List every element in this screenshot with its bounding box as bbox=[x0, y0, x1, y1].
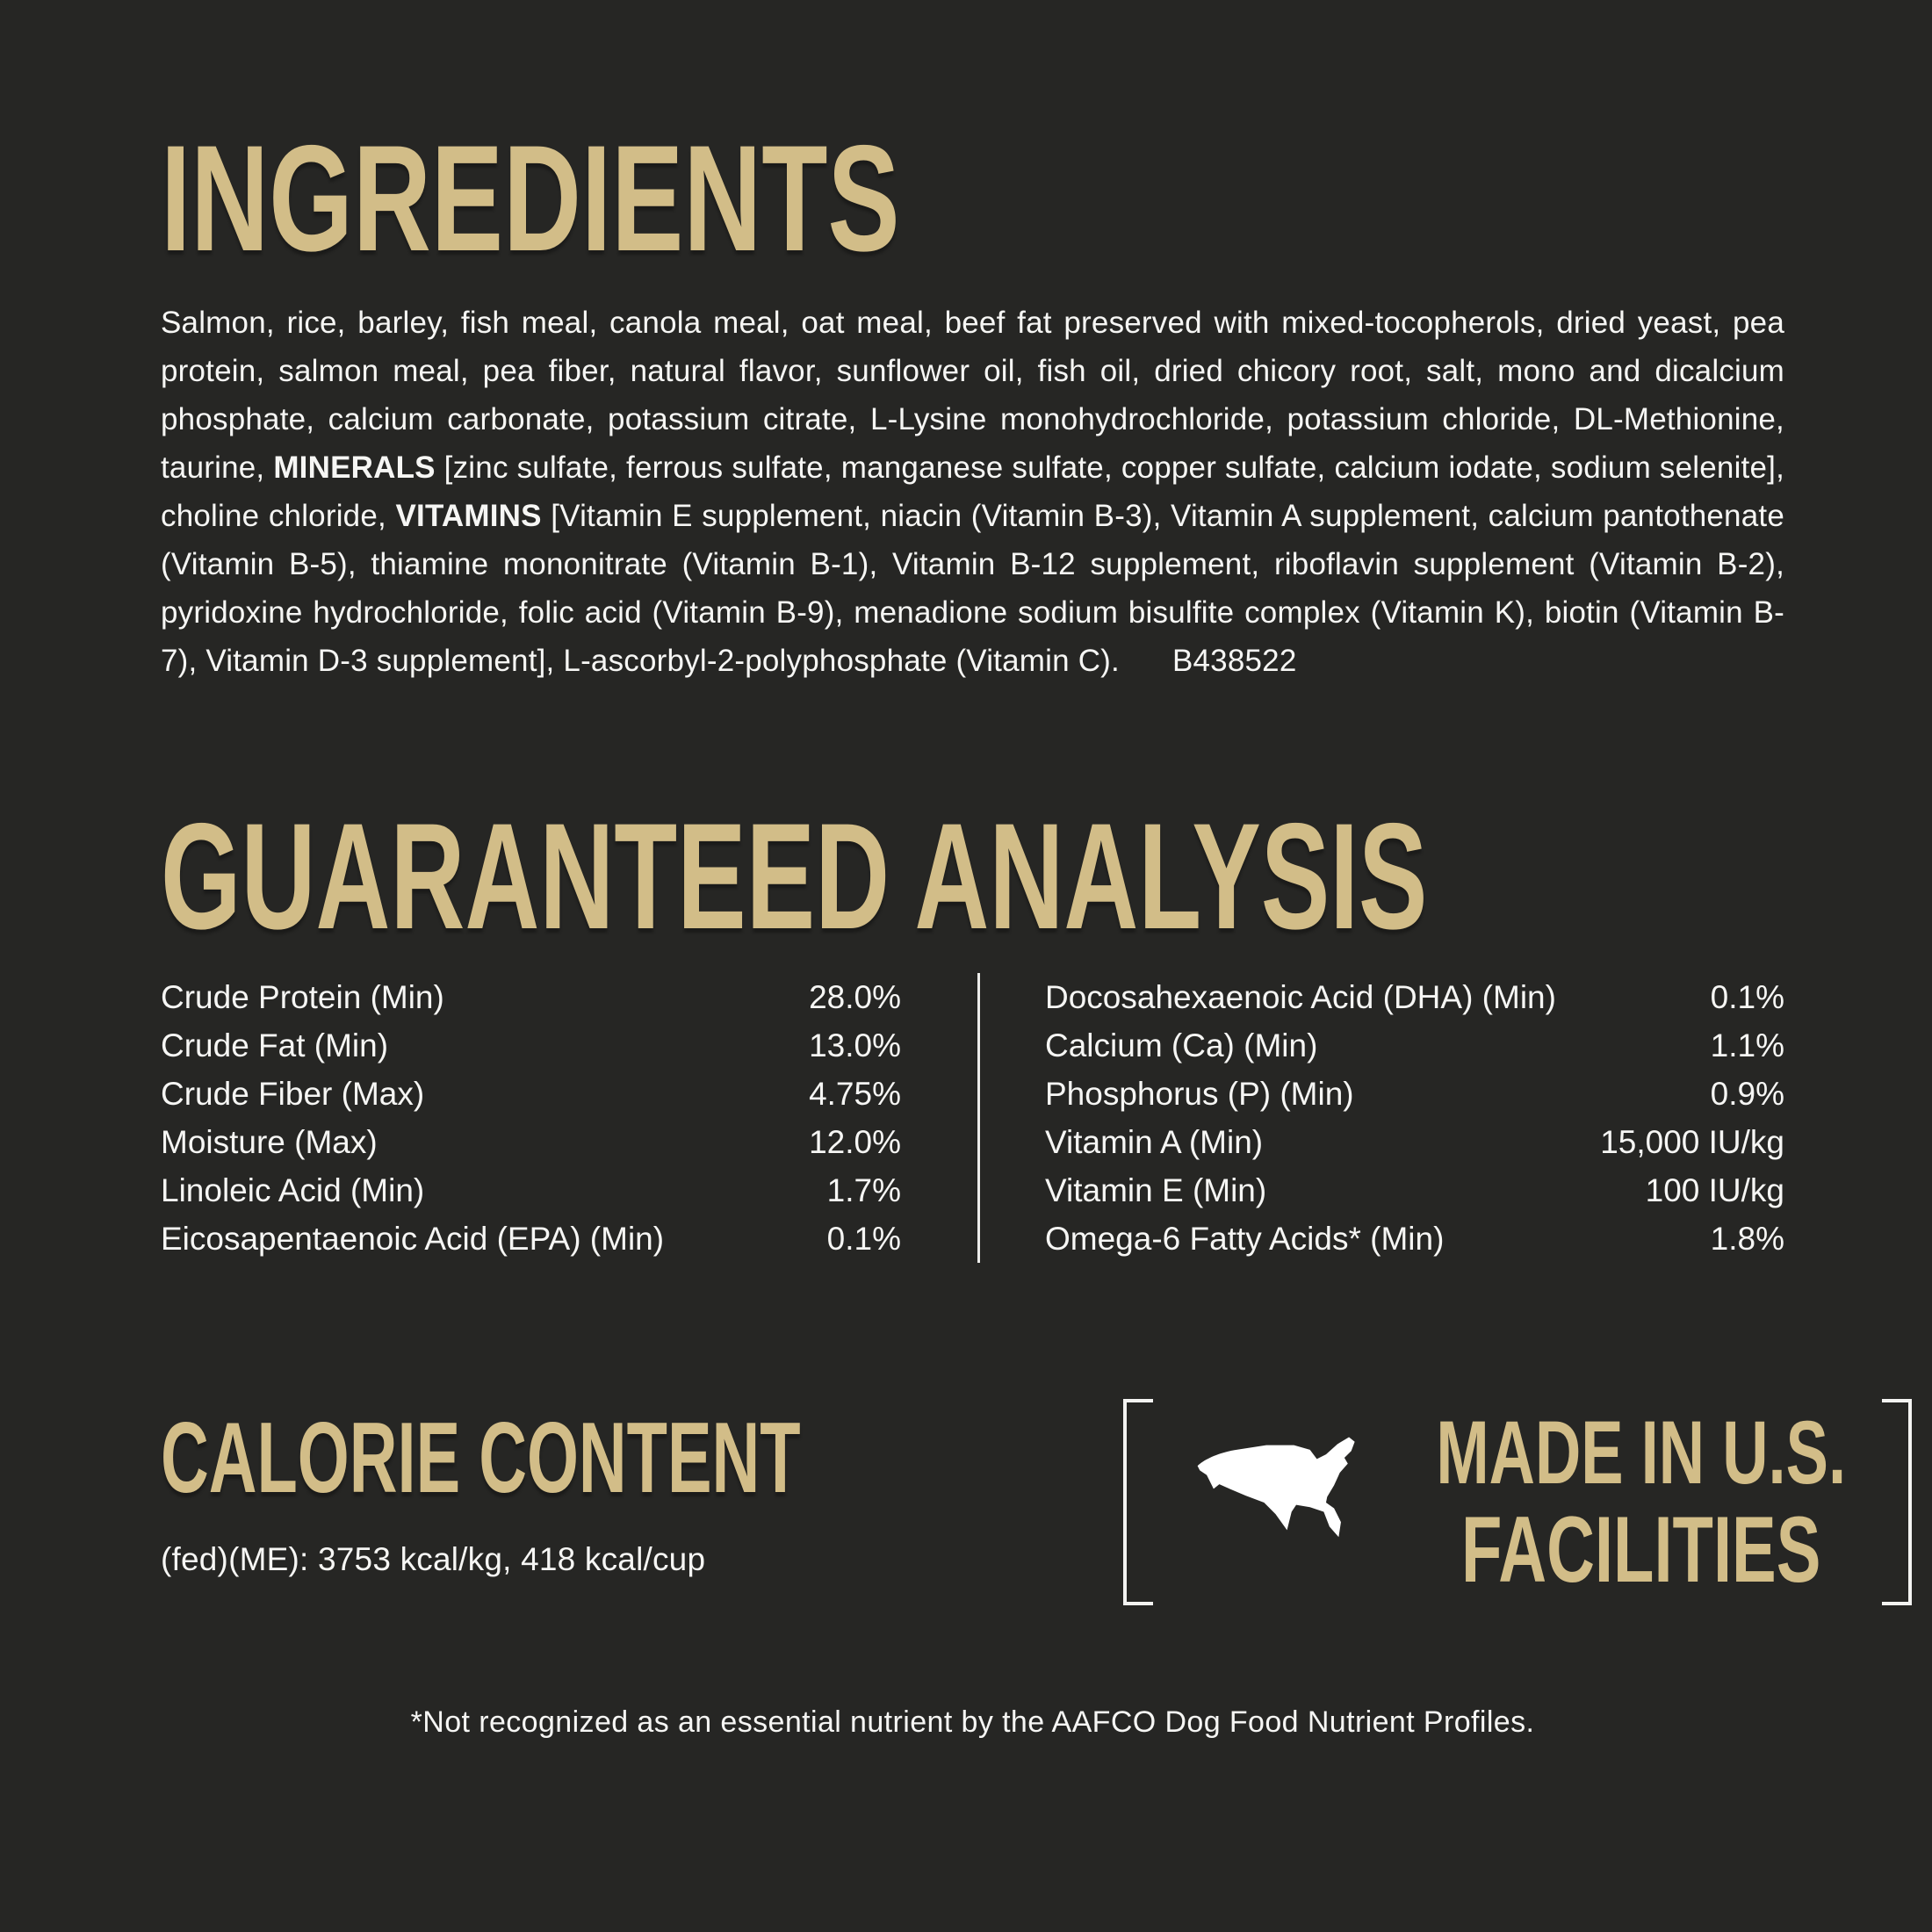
made-in-us-text: MADE IN U.S. FACILITIES bbox=[1435, 1405, 1847, 1600]
analysis-row: Linoleic Acid (Min) 1.7% bbox=[161, 1166, 901, 1215]
ingredients-part1: Salmon, rice, barley, fish meal, canola … bbox=[161, 306, 1784, 485]
analysis-label: Calcium (Ca) (Min) bbox=[1045, 1027, 1318, 1063]
minerals-word: MINERALS bbox=[273, 451, 436, 485]
analysis-row: Vitamin A (Min) 15,000 IU/kg bbox=[1045, 1118, 1784, 1166]
calorie-values: (fed)(ME): 3753 kcal/kg, 418 kcal/cup bbox=[161, 1541, 706, 1577]
analysis-row: Docosahexaenoic Acid (DHA) (Min) 0.1% bbox=[1045, 973, 1784, 1021]
analysis-value: 12.0% bbox=[809, 1124, 901, 1160]
analysis-value: 1.8% bbox=[1710, 1221, 1784, 1257]
left-bracket bbox=[1122, 1399, 1153, 1605]
analysis-label: Docosahexaenoic Acid (DHA) (Min) bbox=[1045, 979, 1556, 1015]
column-divider bbox=[977, 973, 980, 1263]
analysis-label: Crude Protein (Min) bbox=[161, 979, 444, 1015]
analysis-left-column: Crude Protein (Min) 28.0% Crude Fat (Min… bbox=[161, 973, 977, 1263]
analysis-value: 13.0% bbox=[809, 1027, 901, 1063]
made-in-us-badge: MADE IN U.S. FACILITIES bbox=[1122, 1399, 1912, 1605]
analysis-row: Moisture (Max) 12.0% bbox=[161, 1118, 901, 1166]
analysis-label: Omega-6 Fatty Acids* (Min) bbox=[1045, 1221, 1445, 1257]
analysis-right-column: Docosahexaenoic Acid (DHA) (Min) 0.1% Ca… bbox=[980, 973, 1784, 1263]
analysis-row: Calcium (Ca) (Min) 1.1% bbox=[1045, 1021, 1784, 1070]
analysis-label: Crude Fat (Min) bbox=[161, 1027, 389, 1063]
ingredients-part3: [Vitamin E supplement, niacin (Vitamin B… bbox=[161, 499, 1784, 678]
analysis-value: 1.1% bbox=[1710, 1027, 1784, 1063]
analysis-value: 15,000 IU/kg bbox=[1600, 1124, 1784, 1160]
analysis-row: Crude Fiber (Max) 4.75% bbox=[161, 1070, 901, 1118]
right-bracket bbox=[1881, 1399, 1912, 1605]
guaranteed-analysis-table: Crude Protein (Min) 28.0% Crude Fat (Min… bbox=[161, 973, 1784, 1263]
usa-map-icon bbox=[1197, 1437, 1355, 1537]
analysis-row: Omega-6 Fatty Acids* (Min) 1.8% bbox=[1045, 1215, 1784, 1263]
analysis-value: 0.9% bbox=[1710, 1076, 1784, 1112]
analysis-value: 1.7% bbox=[826, 1172, 901, 1208]
analysis-row: Crude Protein (Min) 28.0% bbox=[161, 973, 901, 1021]
guaranteed-analysis-heading: GUARANTEED ANALYSIS bbox=[161, 792, 1428, 961]
analysis-label: Eicosapentaenoic Acid (EPA) (Min) bbox=[161, 1221, 665, 1257]
analysis-label: Linoleic Acid (Min) bbox=[161, 1172, 425, 1208]
bottom-section: CALORIE CONTENT (fed)(ME): 3753 kcal/kg,… bbox=[161, 1399, 1912, 1605]
analysis-value: 0.1% bbox=[1710, 979, 1784, 1015]
analysis-label: Moisture (Max) bbox=[161, 1124, 378, 1160]
batch-code: B438522 bbox=[1171, 644, 1297, 678]
calorie-content-block: CALORIE CONTENT (fed)(ME): 3753 kcal/kg,… bbox=[161, 1409, 1123, 1579]
analysis-value: 4.75% bbox=[809, 1076, 901, 1112]
analysis-row: Phosphorus (P) (Min) 0.9% bbox=[1045, 1070, 1784, 1118]
calorie-content-heading: CALORIE CONTENT bbox=[161, 1402, 801, 1514]
ingredients-heading: INGREDIENTS bbox=[161, 114, 900, 283]
analysis-label: Phosphorus (P) (Min) bbox=[1045, 1076, 1354, 1112]
aafco-footnote: *Not recognized as an essential nutrient… bbox=[410, 1705, 1535, 1739]
analysis-label: Crude Fiber (Max) bbox=[161, 1076, 425, 1112]
analysis-label: Vitamin E (Min) bbox=[1045, 1172, 1267, 1208]
made-in-line2: FACILITIES bbox=[1460, 1496, 1821, 1602]
ingredients-text: Salmon, rice, barley, fish meal, canola … bbox=[161, 299, 1784, 685]
analysis-label: Vitamin A (Min) bbox=[1045, 1124, 1264, 1160]
analysis-row: Vitamin E (Min) 100 IU/kg bbox=[1045, 1166, 1784, 1215]
analysis-value: 28.0% bbox=[809, 979, 901, 1015]
analysis-value: 0.1% bbox=[826, 1221, 901, 1257]
ingredients-part2: [zinc sulfate, ferrous sulfate, manganes… bbox=[161, 451, 1784, 533]
analysis-row: Eicosapentaenoic Acid (EPA) (Min) 0.1% bbox=[161, 1215, 901, 1263]
vitamins-word: VITAMINS bbox=[395, 499, 542, 533]
analysis-row: Crude Fat (Min) 13.0% bbox=[161, 1021, 901, 1070]
made-in-line1: MADE IN U.S. bbox=[1435, 1402, 1846, 1503]
analysis-value: 100 IU/kg bbox=[1645, 1172, 1784, 1208]
